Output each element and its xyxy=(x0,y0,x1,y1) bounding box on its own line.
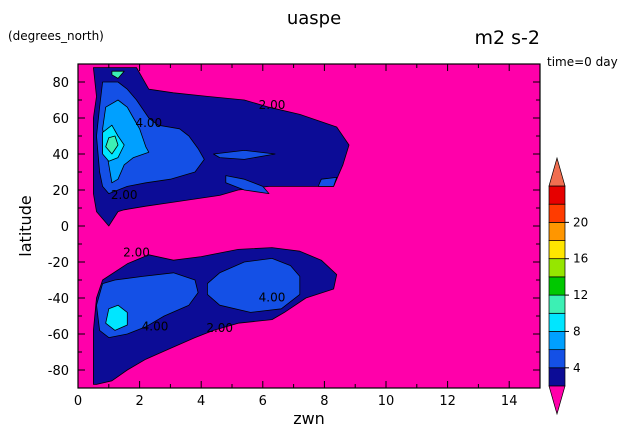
y-tick-label: 80 xyxy=(52,76,69,91)
contour-band-1-3 xyxy=(317,176,338,187)
y-tick-label: -60 xyxy=(48,328,69,343)
colorbar-swatch-5 xyxy=(548,276,566,296)
colorbar-swatch-3 xyxy=(548,312,566,332)
x-axis-label: zwn xyxy=(293,409,325,428)
y-units-note: (degrees_north) xyxy=(8,29,104,43)
contour-band-4-0 xyxy=(105,135,119,155)
contour-band-1-2 xyxy=(225,175,270,195)
chart-title: uaspe xyxy=(287,8,341,29)
x-tick-label: 0 xyxy=(74,394,82,409)
colorbar-label: 12 xyxy=(573,288,588,302)
colorbar-swatch-8 xyxy=(548,222,566,241)
contour-label-6: 2.00 xyxy=(206,321,233,335)
contour-band-1-5 xyxy=(206,257,301,313)
x-tick-label: 14 xyxy=(501,394,518,409)
x-axis: 0 2 4 6 8 10 12 14 xyxy=(74,64,541,409)
colorbar: 4 8 12 16 20 xyxy=(548,156,588,416)
y-tick-label: 60 xyxy=(52,112,69,127)
y-tick-label: 20 xyxy=(52,184,69,199)
colorbar-label: 4 xyxy=(573,361,581,375)
x-tick-label: 6 xyxy=(259,394,267,409)
y-tick-label: 40 xyxy=(52,148,69,163)
time-label: time=0 day xyxy=(547,55,618,69)
y-tick-label: -20 xyxy=(48,256,69,271)
colorbar-swatch-2 xyxy=(548,331,566,351)
y-tick-label: -80 xyxy=(48,364,69,379)
colorbar-swatch-0 xyxy=(548,367,566,387)
colorbar-swatch-10 xyxy=(548,185,566,205)
x-tick-label: 8 xyxy=(320,394,328,409)
colorbar-label: 8 xyxy=(573,324,581,338)
colorbar-swatch-7 xyxy=(548,240,566,260)
y-tick-label: 0 xyxy=(61,220,69,235)
x-tick-label: 10 xyxy=(378,394,395,409)
x-tick-label: 12 xyxy=(439,394,456,409)
contour-band-0-0 xyxy=(93,67,350,227)
colorbar-label: 20 xyxy=(573,215,588,229)
y-tick-label: -40 xyxy=(48,292,69,307)
colorbar-swatch-1 xyxy=(548,349,566,369)
contour-field xyxy=(78,64,540,388)
contour-label-3: 2.00 xyxy=(123,246,150,260)
contour-label-1: 2.00 xyxy=(259,98,286,112)
contour-label-0: 4.00 xyxy=(135,116,162,130)
contour-label-2: 2.00 xyxy=(111,188,138,202)
contour-labels: 4.00 2.00 2.00 2.00 4.00 4.00 2.00 xyxy=(111,98,286,335)
contour-band-4-1 xyxy=(111,70,125,79)
chart-units: m2 s-2 xyxy=(475,27,540,49)
contour-label-5: 4.00 xyxy=(142,319,169,333)
y-axis: 80 60 40 20 0 -20 -40 -60 -80 xyxy=(48,63,540,389)
colorbar-swatch-4 xyxy=(548,294,566,314)
colorbar-swatch-9 xyxy=(548,203,566,223)
contour-label-4: 4.00 xyxy=(259,291,286,305)
colorbar-swatch-6 xyxy=(548,258,566,278)
colorbar-below-arrow xyxy=(548,385,566,416)
contour-band-1-1 xyxy=(213,149,276,160)
y-axis-label: latitude xyxy=(16,195,35,256)
x-tick-label: 2 xyxy=(135,394,143,409)
x-tick-label: 4 xyxy=(197,394,205,409)
contour-band-3-1 xyxy=(105,304,128,331)
colorbar-label: 16 xyxy=(573,252,588,266)
colorbar-above-arrow xyxy=(548,156,566,187)
